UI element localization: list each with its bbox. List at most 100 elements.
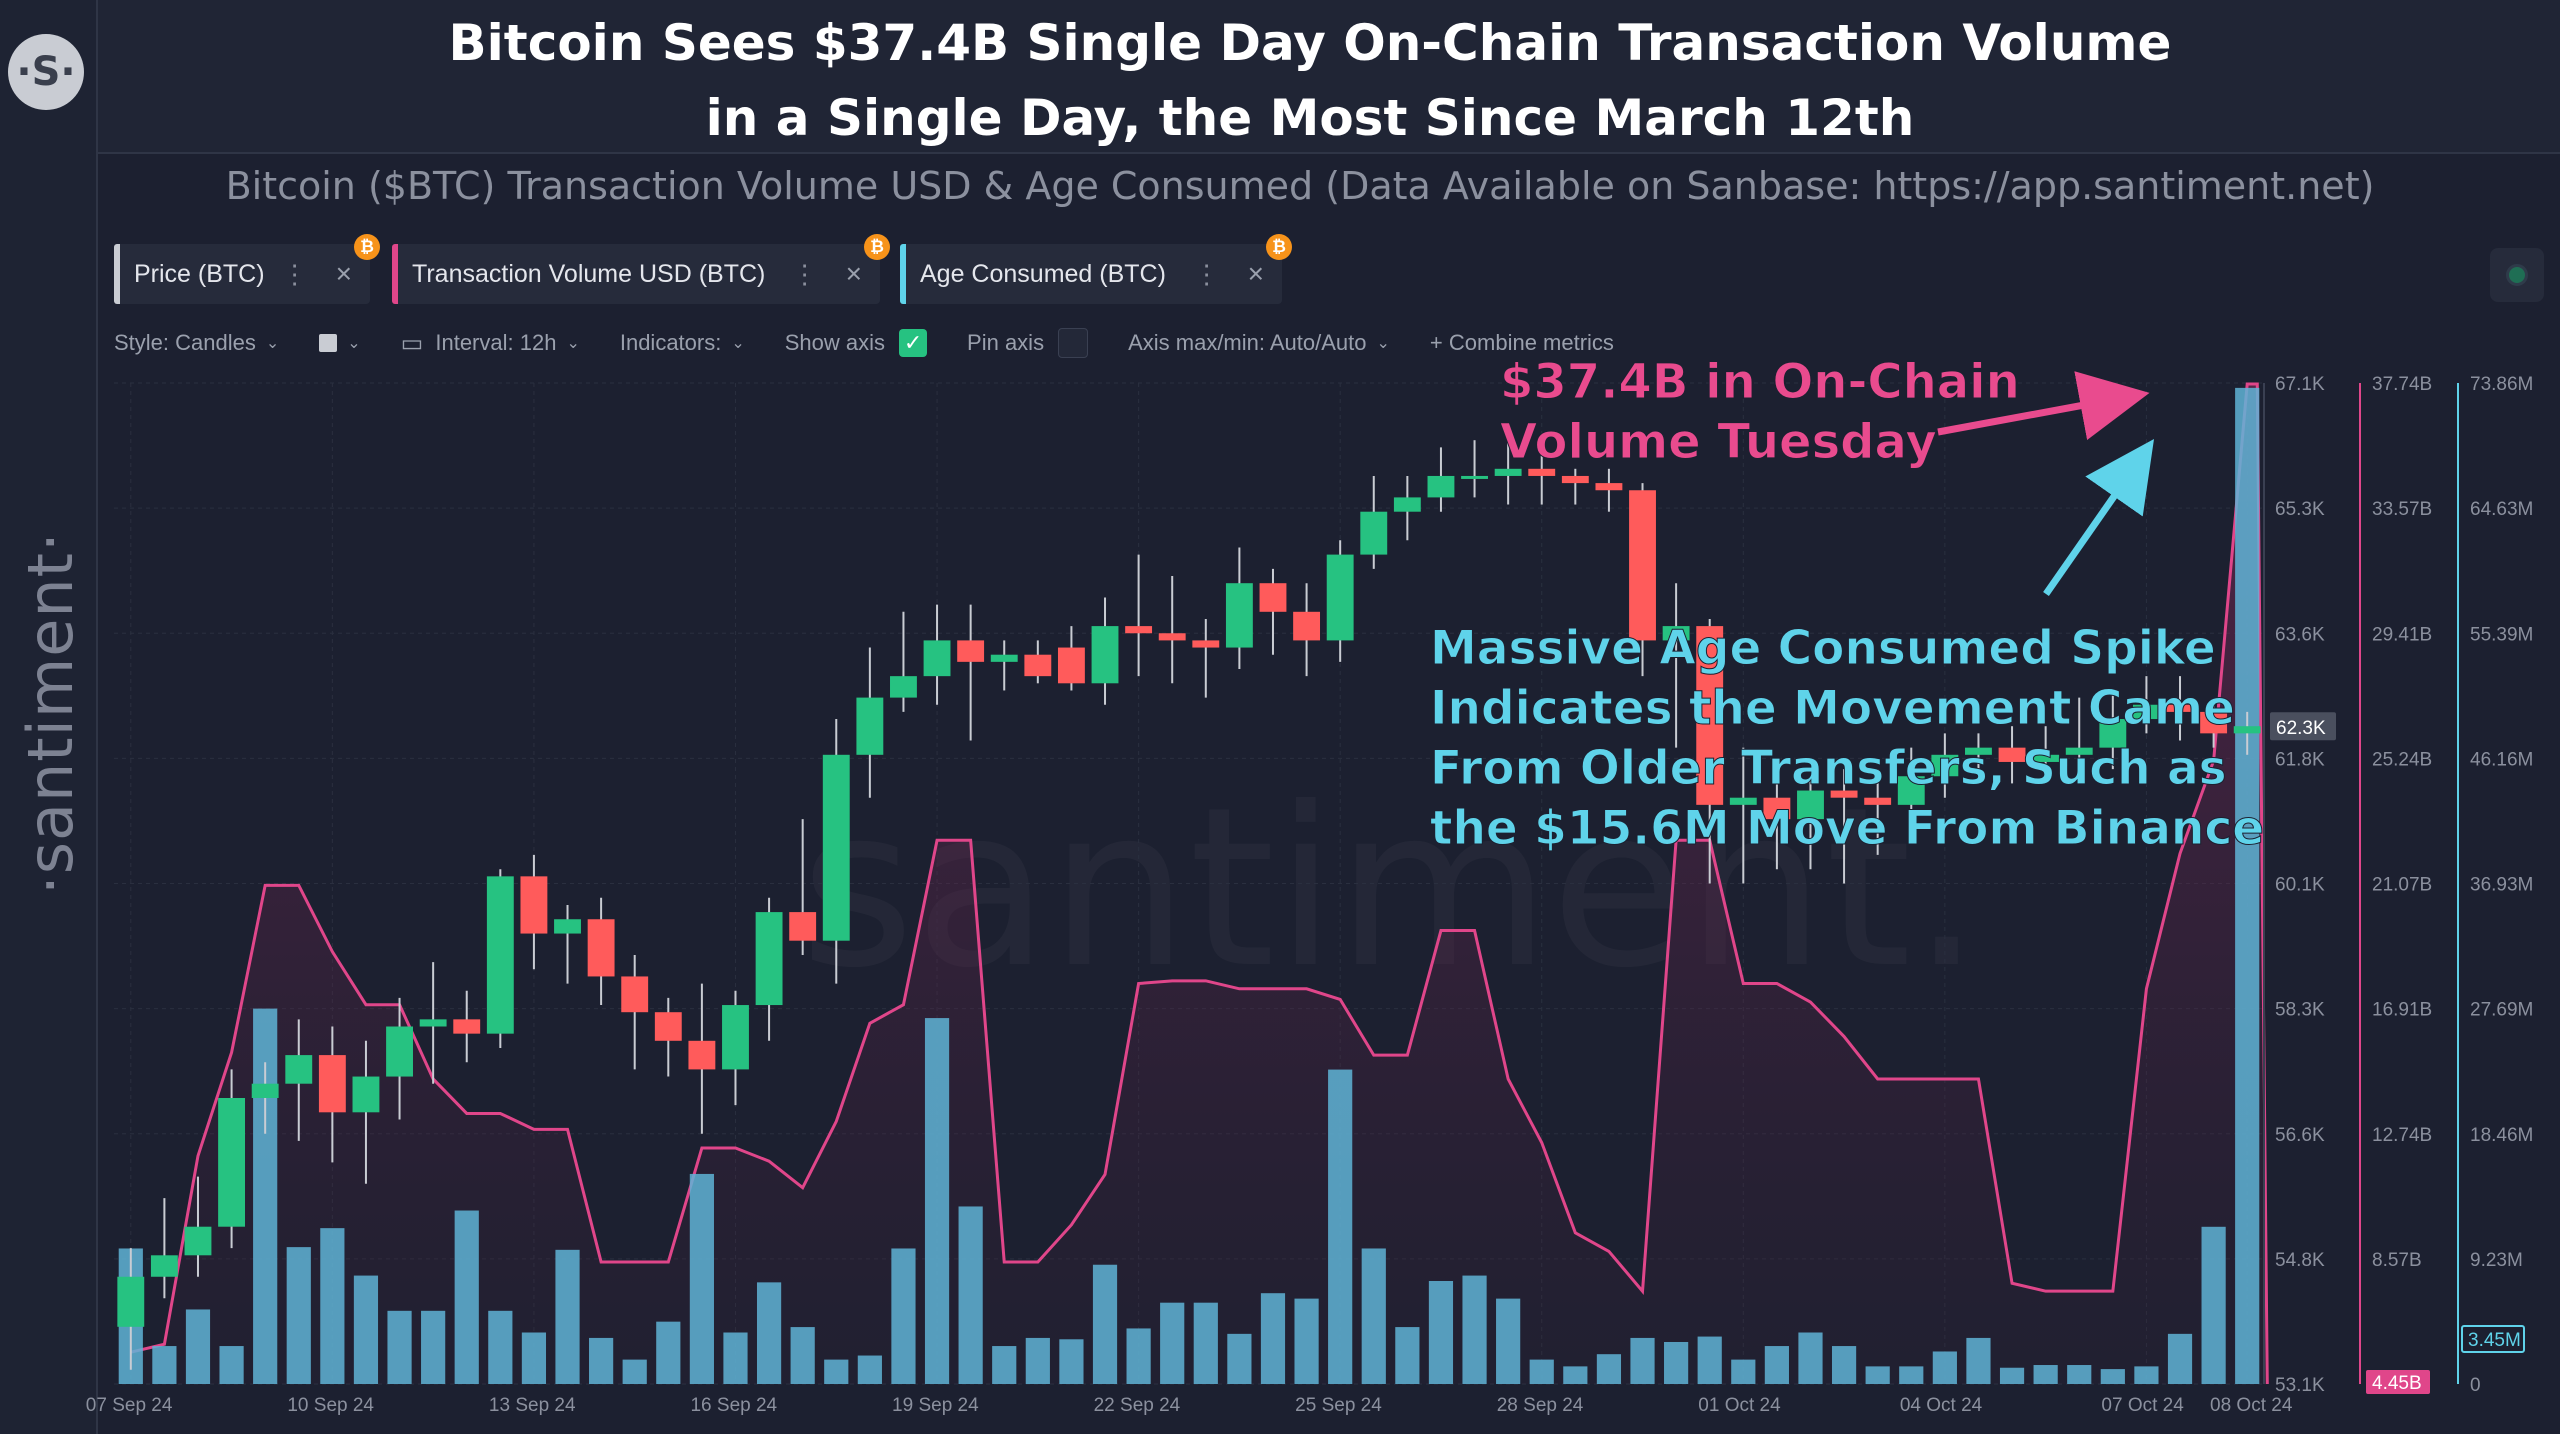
- age-consumed-bar: [622, 1359, 647, 1384]
- santiment-logo: ·S·: [8, 34, 84, 110]
- show-axis-toggle[interactable]: Show axis ✓: [784, 329, 928, 357]
- age-consumed-bar: [521, 1332, 547, 1384]
- show-axis-label: Show axis: [784, 330, 886, 355]
- current-volume-badge: 4.45B: [2372, 1373, 2422, 1394]
- age-consumed-bar: [689, 1173, 714, 1384]
- more-options-icon[interactable]: ⋮: [791, 258, 818, 289]
- candle-body: [1965, 747, 1992, 755]
- age-arrow: [2043, 439, 2155, 597]
- volume-axis-tick: 37.74B: [2372, 374, 2432, 395]
- more-options-icon[interactable]: ⋮: [281, 258, 308, 289]
- transaction-volume-fill: [130, 384, 2268, 1385]
- candle-body: [654, 1012, 682, 1041]
- age-annotation-line-4: the $15.6M Move From Binance: [1430, 801, 2264, 856]
- bitcoin-icon: ₿: [354, 234, 380, 260]
- candle-body: [2132, 704, 2160, 720]
- candle-body: [822, 754, 850, 941]
- x-axis-label: 22 Sep 24: [1094, 1395, 1181, 1416]
- volume-axis-tick: 12.74B: [2372, 1125, 2432, 1146]
- age-consumed-bar: [353, 1275, 379, 1384]
- price-axis-tick: 67.1K: [2275, 374, 2325, 395]
- volume-axis-tick: 33.57B: [2372, 499, 2432, 520]
- checkbox-checked-icon[interactable]: ✓: [899, 329, 928, 357]
- candle-body: [352, 1076, 380, 1113]
- checkbox-unchecked-icon[interactable]: [1058, 328, 1089, 358]
- price-axis-tick: 53.1K: [2275, 1375, 2325, 1396]
- axis-maxmin-dropdown[interactable]: Axis max/min: Auto/Auto ⌄: [1128, 330, 1390, 356]
- current-price-badge: 62.3K: [2276, 718, 2326, 739]
- interval-label: Interval: 12h: [435, 330, 557, 355]
- brand-sidebar: ·S· ·santiment·: [0, 0, 98, 1434]
- age-consumed-bar: [1764, 1346, 1789, 1384]
- chevron-down-icon: ⌄: [265, 335, 280, 352]
- candle-body: [856, 697, 884, 755]
- metric-label: Transaction Volume USD (BTC): [412, 259, 766, 288]
- volume-axis-tick: 21.07B: [2372, 875, 2432, 896]
- age-axis-tick: 18.46M: [2470, 1125, 2533, 1146]
- candle-body: [1662, 626, 1690, 641]
- candle-body: [957, 640, 985, 662]
- live-dot-icon: [2506, 264, 2528, 286]
- age-consumed-bar: [555, 1249, 580, 1384]
- age-axis-tick: 27.69M: [2470, 1000, 2533, 1021]
- metric-chip-price[interactable]: Price (BTC) ⋮ × ₿: [114, 234, 380, 304]
- candle-body: [1125, 626, 1153, 634]
- close-icon[interactable]: ×: [1247, 258, 1264, 289]
- age-consumed-bar: [1395, 1327, 1420, 1384]
- close-icon[interactable]: ×: [335, 258, 352, 289]
- chart-toolbar: Style: Candles ⌄ ⌄ ▭ Interval: 12h ⌄ Indica…: [114, 324, 1654, 362]
- age-axis-tick: 36.93M: [2470, 875, 2533, 896]
- style-dropdown[interactable]: Style: Candles ⌄: [114, 330, 279, 356]
- more-options-icon[interactable]: ⋮: [1193, 258, 1220, 289]
- metric-chip-age-consumed[interactable]: Age Consumed (BTC) ⋮ × ₿: [900, 234, 1292, 304]
- age-consumed-bar: [387, 1310, 412, 1384]
- candle-body: [1427, 475, 1455, 498]
- price-candles: [117, 425, 2261, 1370]
- candle-body: [587, 919, 615, 977]
- chevron-down-icon: ⌄: [1376, 335, 1390, 352]
- age-consumed-bar: [1529, 1359, 1554, 1384]
- candle-body: [789, 912, 817, 941]
- age-consumed-bar: [421, 1310, 446, 1384]
- candle-body: [419, 1019, 447, 1027]
- price-axis-tick: 54.8K: [2275, 1250, 2325, 1271]
- pin-axis-toggle[interactable]: Pin axis: [967, 328, 1089, 358]
- chevron-down-icon: ⌄: [566, 335, 580, 352]
- live-indicator-button[interactable]: [2490, 248, 2544, 302]
- combine-metrics-button[interactable]: + Combine metrics: [1430, 330, 1614, 356]
- candle-body: [117, 1276, 145, 1327]
- candle-body: [722, 1005, 749, 1070]
- page-title: Bitcoin Sees $37.4B Single Day On-Chain …: [100, 6, 2520, 156]
- chart-subtitle: Bitcoin ($BTC) Transaction Volume USD & …: [225, 164, 2375, 208]
- age-consumed-bar: [488, 1310, 513, 1384]
- candle-body: [1326, 554, 1354, 641]
- candle-body: [1897, 776, 1925, 805]
- indicators-dropdown[interactable]: Indicators: ⌄: [620, 330, 745, 356]
- current-price-badge-bg: [2270, 712, 2336, 741]
- candle-body: [2166, 704, 2194, 712]
- candle-body: [1561, 475, 1589, 484]
- age-consumed-bar: [589, 1337, 614, 1384]
- candle-body: [184, 1226, 212, 1256]
- age-consumed-bar: [1865, 1366, 1890, 1384]
- age-consumed-bar: [1160, 1302, 1185, 1384]
- metric-chip-transaction-volume[interactable]: Transaction Volume USD (BTC) ⋮ × ₿: [392, 234, 890, 304]
- candle-body: [1595, 483, 1623, 491]
- transaction-volume-area: [130, 382, 2269, 1385]
- bitcoin-icon: ₿: [864, 234, 890, 260]
- color-swatch-icon: [319, 334, 338, 352]
- age-consumed-bar: [1462, 1275, 1487, 1384]
- price-axis-tick: 63.6K: [2275, 624, 2325, 645]
- candle-body: [990, 654, 1018, 662]
- candle-body: [486, 876, 514, 1034]
- candle-body: [1528, 468, 1556, 476]
- close-icon[interactable]: ×: [845, 258, 862, 289]
- color-dropdown[interactable]: ⌄: [319, 333, 361, 353]
- interval-dropdown[interactable]: ▭ Interval: 12h ⌄: [401, 329, 580, 358]
- style-label: Style: Candles: [114, 330, 256, 355]
- candle-body: [2099, 719, 2127, 748]
- candle-body: [2065, 747, 2093, 755]
- candle-body: [2200, 711, 2228, 734]
- age-consumed-bar: [1630, 1337, 1655, 1384]
